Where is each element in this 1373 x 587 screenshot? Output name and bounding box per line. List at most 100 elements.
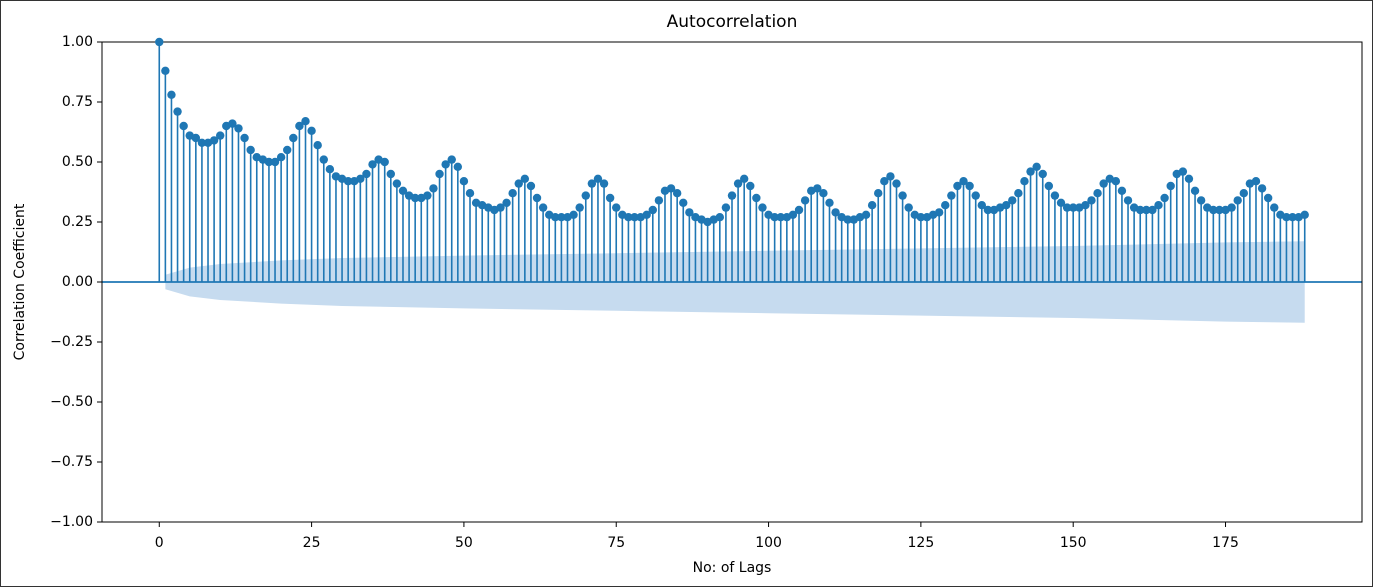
marker (739, 174, 749, 183)
marker (228, 119, 237, 128)
marker (1123, 196, 1133, 205)
marker (843, 215, 852, 224)
marker (173, 107, 182, 116)
marker (1251, 177, 1261, 186)
y-tick-label: 0.75 (62, 94, 93, 110)
marker (959, 177, 968, 186)
x-axis-label: No: of Lags (693, 560, 772, 576)
marker (971, 191, 980, 200)
marker (356, 174, 365, 183)
marker (1257, 184, 1267, 193)
marker (435, 169, 444, 179)
y-tick-label: 0.50 (62, 154, 93, 170)
y-tick-label: 0.00 (62, 274, 93, 290)
marker (343, 177, 353, 186)
y-tick-label: −0.25 (50, 334, 93, 350)
marker (1178, 167, 1188, 176)
marker (423, 191, 432, 200)
marker (605, 193, 615, 203)
marker (1136, 205, 1145, 215)
marker (666, 184, 676, 193)
y-tick-label: −0.50 (50, 394, 93, 410)
marker (1093, 189, 1102, 198)
marker (898, 191, 907, 200)
marker (319, 155, 328, 164)
marker (1154, 201, 1163, 210)
marker (209, 136, 219, 145)
y-tick-label: −0.75 (50, 454, 93, 470)
marker (1282, 213, 1291, 222)
marker (514, 179, 523, 188)
marker (715, 213, 725, 222)
marker (1050, 191, 1060, 200)
marker (459, 177, 469, 186)
marker (880, 177, 889, 186)
marker (752, 193, 761, 203)
x-tick-label: 150 (1060, 535, 1087, 551)
marker (1190, 186, 1200, 195)
marker (264, 157, 274, 167)
marker (587, 179, 597, 188)
marker (819, 189, 828, 198)
y-tick-label: 0.25 (62, 214, 93, 230)
x-tick-label: 125 (908, 535, 935, 551)
marker (599, 179, 609, 188)
marker (325, 165, 335, 174)
marker (508, 189, 517, 198)
marker (465, 189, 475, 198)
marker (301, 117, 310, 126)
marker (770, 213, 779, 222)
marker (983, 205, 993, 215)
y-axis-label: Correlation Coefficient (12, 203, 28, 360)
marker (886, 172, 895, 181)
marker (654, 196, 664, 205)
marker (307, 126, 316, 135)
marker (721, 203, 731, 212)
marker (1020, 177, 1029, 186)
marker (624, 213, 633, 222)
marker (1038, 169, 1047, 179)
marker (532, 193, 542, 203)
marker (496, 203, 505, 212)
marker (295, 121, 304, 131)
marker (313, 141, 322, 150)
marker (538, 203, 548, 212)
x-tick-label: 25 (303, 535, 321, 551)
y-tick-label: −1.00 (50, 514, 93, 530)
marker (362, 169, 371, 179)
marker (612, 203, 621, 212)
marker (953, 181, 962, 191)
marker (398, 186, 408, 195)
marker (788, 210, 798, 219)
marker (800, 196, 810, 205)
marker (825, 198, 834, 207)
marker (679, 198, 688, 207)
marker (1099, 179, 1108, 188)
marker (551, 213, 560, 222)
marker (1117, 186, 1127, 195)
marker (831, 208, 840, 217)
marker (569, 210, 578, 219)
chart-title: Autocorrelation (667, 12, 798, 32)
marker (1081, 201, 1090, 210)
marker (167, 90, 176, 100)
marker (965, 181, 974, 191)
marker (557, 213, 566, 222)
marker (776, 213, 785, 222)
marker (520, 174, 530, 183)
marker (429, 184, 438, 193)
marker (1148, 205, 1157, 215)
marker (1056, 198, 1066, 207)
marker (502, 198, 511, 207)
marker (1001, 201, 1011, 210)
marker (1300, 210, 1309, 219)
marker (1184, 174, 1194, 183)
marker (526, 181, 536, 191)
marker (916, 213, 926, 222)
marker (246, 145, 255, 155)
marker (1142, 205, 1151, 215)
marker (216, 131, 225, 140)
marker (1288, 213, 1297, 222)
marker (386, 169, 396, 179)
marker (1263, 193, 1273, 203)
